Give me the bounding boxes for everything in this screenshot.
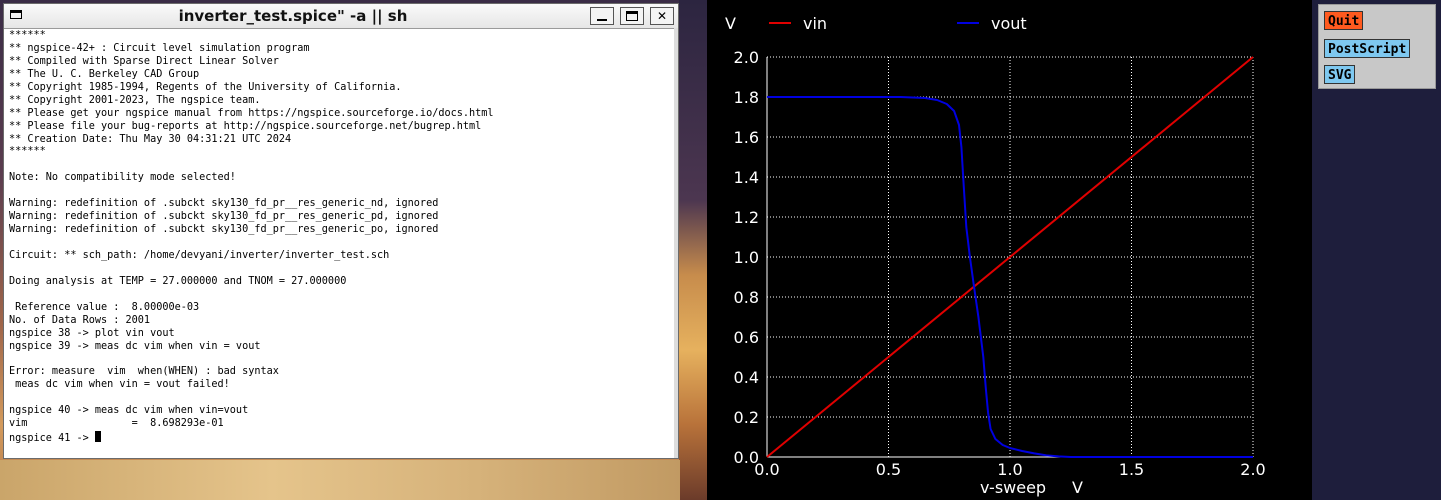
terminal-line: Doing analysis at TEMP = 27.000000 and T… [9,275,347,287]
terminal-line: ** The U. C. Berkeley CAD Group [9,68,200,80]
y-tick-label: 1.4 [734,168,759,187]
svg-button[interactable]: SVG [1324,65,1356,84]
postscript-button[interactable]: PostScript [1324,39,1411,58]
terminal-line: Note: No compatibility mode selected! [9,172,236,184]
terminal-line: ** Copyright 2001-2023, The ngspice team… [9,94,261,106]
terminal-output[interactable]: ****** ** ngspice-42+ : Circuit level sim… [9,30,674,456]
terminal-line [9,237,674,250]
y-tick-label: 1.8 [734,88,759,107]
terminal-scrollbar[interactable] [674,28,678,458]
maximize-button[interactable] [620,7,644,25]
x-axis-unit: V [1072,478,1083,497]
terminal-line: ngspice 41 -> [9,431,674,444]
x-tick-label: 1.5 [1119,460,1144,479]
terminal-line: meas dc vim when vin = vout failed! [9,379,230,391]
terminal-cursor [94,431,101,443]
minimize-icon [597,19,607,21]
y-tick-label: 0.8 [734,288,759,307]
minimize-button[interactable] [590,7,614,25]
terminal-line: Reference value : 8.00000e-03 [9,301,200,313]
terminal-line: ** ngspice-42+ : Circuit level simulatio… [9,42,310,54]
terminal-title: inverter_test.spice" -a || sh [178,7,408,25]
terminal-line: ngspice 40 -> meas dc vim when vin=vout [9,405,249,417]
plot-button-panel: Quit PostScript SVG [1318,4,1436,89]
terminal-line: ngspice 38 -> plot vin vout [9,327,175,339]
terminal-line: Warning: redefinition of .subckt sky130_… [9,211,439,223]
y-tick-label: 0.0 [734,448,759,467]
terminal-line [9,185,674,198]
terminal-titlebar[interactable]: inverter_test.spice" -a || sh ✕ [4,4,678,29]
terminal-line [9,353,674,366]
legend-label-vin: vin [803,14,827,33]
desktop-background [679,0,707,500]
desktop-background-bottom [0,460,680,500]
terminal-line: ** Copyright 1985-1994, Regents of the U… [9,81,402,93]
terminal-line: Warning: redefinition of .subckt sky130_… [9,224,439,236]
plot-window[interactable]: 0.0 0.2 0.4 0.6 0.8 1.0 1.2 1.4 1.6 1.8 2.0 0.0 0.5 1… [707,0,1312,500]
terminal-line: ****** [9,146,46,158]
terminal-line [9,392,674,405]
close-button[interactable]: ✕ [650,7,674,25]
terminal-line: No. of Data Rows : 2001 [9,314,151,326]
x-tick-label: 0.5 [876,460,901,479]
terminal-line: vim = 8.698293e-01 [9,418,224,430]
terminal-line: Warning: redefinition of .subckt sky130_… [9,198,439,210]
y-tick-label: 0.6 [734,328,759,347]
terminal-line: Error: measure vim when(WHEN) : bad synt… [9,366,279,378]
quit-button[interactable]: Quit [1324,11,1364,30]
terminal-line: ngspice 39 -> meas dc vim when vin = vou… [9,340,261,352]
y-tick-label: 0.4 [734,368,759,387]
window-menu-icon[interactable] [10,10,22,19]
series-line-vout [767,96,1253,458]
terminal-line: ** Please get your ngspice manual from h… [9,107,494,119]
terminal-line: ** Creation Date: Thu May 30 04:31:21 UT… [9,133,292,145]
y-tick-label: 1.2 [734,208,759,227]
terminal-line: ** Please file your bug-reports at http:… [9,120,482,132]
x-axis-label: v-sweep [980,478,1046,497]
x-tick-label: 1.0 [997,460,1022,479]
terminal-line: ** Compiled with Sparse Direct Linear So… [9,55,279,67]
vin-vout-plot: 0.0 0.2 0.4 0.6 0.8 1.0 1.2 1.4 1.6 1.8 2.0 0.0 0.5 1… [725,14,1266,497]
terminal-window[interactable]: inverter_test.spice" -a || sh ✕ ****** **… [3,3,679,459]
close-icon: ✕ [656,9,668,23]
series-line-vin [766,56,1254,458]
legend-label-vout: vout [991,14,1027,33]
terminal-line: ****** [9,30,46,41]
y-tick-label: 1.0 [734,248,759,267]
maximize-icon [626,11,638,21]
terminal-line: Circuit: ** sch_path: /home/devyani/inve… [9,249,390,261]
x-tick-label: 0.0 [754,460,779,479]
x-tick-label: 2.0 [1240,460,1265,479]
y-axis-unit: V [725,14,736,33]
y-tick-label: 1.6 [734,128,759,147]
terminal-line [9,289,674,302]
terminal-line [9,159,674,172]
terminal-line [9,263,674,276]
y-tick-label: 2.0 [734,48,759,67]
y-tick-label: 0.2 [734,408,759,427]
